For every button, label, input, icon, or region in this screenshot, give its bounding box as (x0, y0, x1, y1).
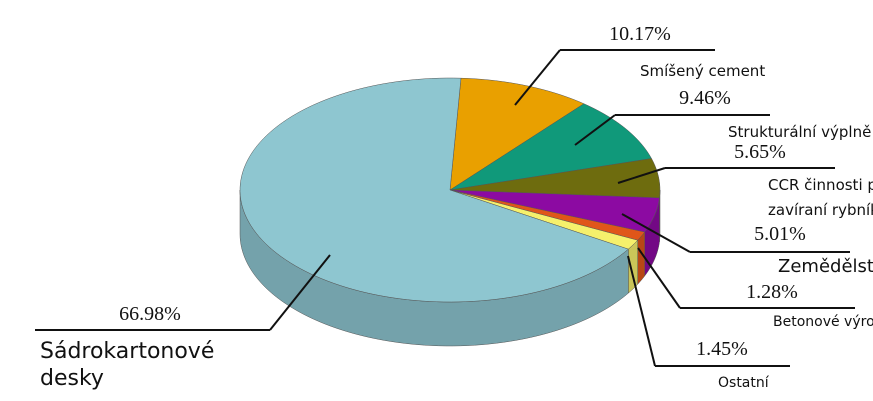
slice (449, 158, 661, 199)
slice-side (637, 231, 645, 285)
category-label: Zemědělství (778, 256, 873, 277)
category-label: Sádrokartonové desky (40, 339, 214, 391)
leader-line (514, 49, 561, 106)
value-label: 10.17% (609, 23, 671, 45)
category-label: Betonové výrobky (773, 314, 873, 330)
value-label: 5.01% (754, 223, 806, 245)
value-label: 66.98% (119, 303, 181, 325)
value-label: 1.28% (746, 281, 798, 303)
value-label: 5.65% (734, 141, 786, 163)
value-label: 9.46% (679, 87, 731, 109)
leader-line (617, 167, 666, 184)
leader-line (627, 255, 656, 367)
value-label: 1.45% (696, 338, 748, 360)
category-label: CCR činnosti přizavíraní rybníků (768, 176, 873, 219)
category-label: Ostatní (718, 375, 770, 391)
leader-line (637, 247, 681, 309)
slice (239, 77, 629, 303)
slice (449, 77, 585, 191)
category-label: Strukturální výplně (728, 123, 871, 141)
leader-line (574, 114, 616, 146)
leader-line (621, 213, 691, 253)
leader-line (269, 254, 331, 331)
category-label: Smíšený cement (640, 62, 765, 80)
